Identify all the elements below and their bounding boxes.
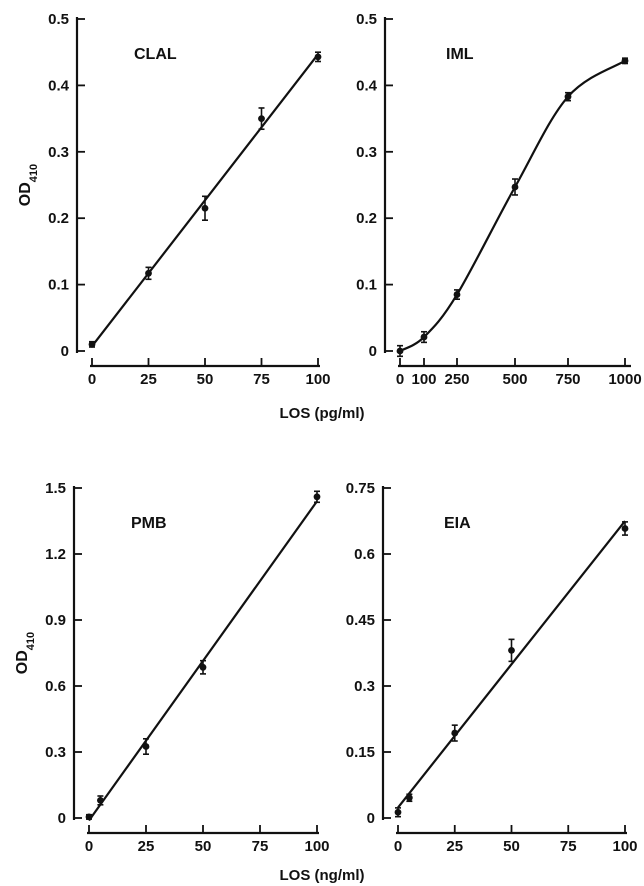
y-tick-label: 0.3 — [356, 144, 377, 161]
data-point — [201, 204, 209, 212]
data-point — [405, 794, 413, 802]
y-tick-label: 0.75 — [346, 480, 375, 497]
y-tick-label: 0.3 — [45, 744, 66, 761]
y-tick-label: 0.3 — [48, 144, 69, 161]
data-point — [621, 57, 629, 65]
y-tick-label: 0.1 — [356, 277, 377, 294]
x-tick-label: 25 — [446, 838, 463, 855]
panel-label: PMB — [131, 515, 167, 532]
data-point — [511, 183, 519, 191]
y-tick-label: 0 — [61, 343, 69, 360]
data-point — [453, 291, 461, 298]
fit-line — [397, 520, 626, 809]
y-tick-label: 0 — [369, 343, 377, 360]
data-point — [258, 115, 265, 122]
x-tick-label: 750 — [555, 371, 580, 388]
data-point — [313, 493, 321, 501]
x-tick-label: 100 — [304, 838, 329, 855]
y-tick-label: 0.6 — [45, 678, 66, 695]
data-point — [85, 813, 93, 821]
y-tick-label: 0.15 — [346, 744, 375, 761]
x-tick-label: 50 — [197, 371, 214, 388]
x-tick-label: 500 — [502, 371, 527, 388]
x-tick-label: 100 — [305, 371, 330, 388]
y-tick-label: 0.5 — [48, 11, 69, 28]
data-point — [420, 333, 428, 341]
x-tick-label: 50 — [503, 838, 520, 855]
data-point — [145, 269, 152, 277]
panel-label: EIA — [444, 515, 471, 532]
fit-line — [399, 59, 626, 352]
y-tick-label: 0.2 — [356, 210, 377, 227]
x-tick-label: 0 — [88, 371, 96, 388]
y-tick-label: 0.3 — [354, 678, 375, 695]
y-tick-label: 0.6 — [354, 546, 375, 563]
x-tick-label: 0 — [396, 371, 404, 388]
y-tick-label: 0.45 — [346, 612, 375, 629]
panel-label: CLAL — [134, 46, 177, 63]
x-tick-label: 75 — [253, 371, 270, 388]
y-axis-label: OD410 — [17, 164, 40, 206]
panel-label: IML — [446, 46, 474, 63]
x-tick-label: 0 — [394, 838, 402, 855]
x-tick-label: 50 — [195, 838, 212, 855]
x-tick-label: 25 — [140, 371, 157, 388]
y-tick-label: 0 — [367, 810, 375, 827]
data-point — [396, 347, 404, 355]
x-tick-label: 75 — [560, 838, 577, 855]
data-point — [451, 729, 459, 737]
y-tick-label: 0.4 — [48, 77, 70, 94]
y-tick-label: 0.5 — [356, 11, 377, 28]
data-point — [88, 340, 96, 348]
data-point — [564, 93, 572, 101]
data-point — [394, 808, 402, 816]
data-point — [621, 525, 629, 532]
x-tick-label: 75 — [252, 838, 269, 855]
data-point — [508, 646, 515, 654]
y-tick-label: 0.1 — [48, 277, 69, 294]
y-tick-label: 0.2 — [48, 210, 69, 227]
x-tick-label: 0 — [85, 838, 93, 855]
y-tick-label: 0 — [58, 810, 66, 827]
data-point — [314, 53, 322, 61]
data-point — [97, 797, 104, 804]
y-tick-label: 0.4 — [356, 77, 378, 94]
data-point — [142, 743, 150, 750]
x-tick-label: 1000 — [608, 371, 641, 388]
y-tick-label: 0.9 — [45, 612, 66, 629]
y-tick-label: 1.2 — [45, 546, 66, 563]
data-point — [199, 663, 207, 671]
x-tick-label: 250 — [444, 371, 469, 388]
x-tick-label: 25 — [138, 838, 155, 855]
x-tick-label: 100 — [612, 838, 637, 855]
y-axis-label: OD410 — [14, 632, 37, 674]
x-axis-label-bottom: LOS (ng/ml) — [280, 867, 365, 884]
y-tick-label: 1.5 — [45, 480, 66, 497]
x-tick-label: 100 — [411, 371, 436, 388]
x-axis-label-top: LOS (pg/ml) — [280, 405, 365, 422]
